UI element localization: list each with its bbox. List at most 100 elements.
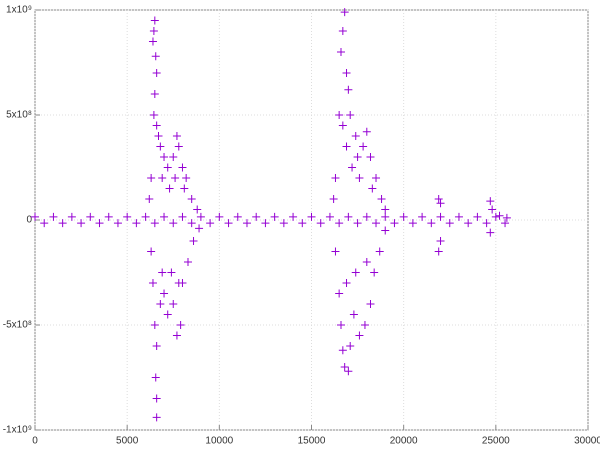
point [169, 219, 178, 228]
point [158, 268, 167, 277]
point [160, 289, 169, 298]
y-tick-label: 5x10⁸ [6, 110, 32, 121]
point [501, 219, 510, 228]
point [151, 373, 160, 382]
point [375, 247, 384, 256]
point [189, 237, 198, 245]
point [193, 205, 202, 214]
point [58, 219, 67, 228]
point [335, 289, 344, 298]
point [495, 211, 504, 220]
point [147, 247, 156, 256]
point [156, 142, 165, 151]
point [370, 268, 379, 277]
y-tick-label: 0 [26, 215, 32, 226]
point [335, 219, 344, 228]
point [486, 228, 495, 237]
point [436, 237, 445, 245]
point [329, 195, 338, 203]
point [187, 219, 196, 228]
point [289, 212, 298, 221]
point [147, 174, 156, 182]
point [307, 212, 316, 221]
point [178, 163, 187, 172]
point [342, 279, 351, 287]
x-tick-label: 15000 [298, 436, 326, 447]
point [377, 195, 386, 203]
point [473, 212, 482, 221]
point [196, 212, 205, 221]
point [338, 346, 347, 355]
point [180, 184, 189, 193]
point [336, 321, 345, 329]
point [182, 174, 191, 182]
x-tick-label: 30000 [574, 436, 600, 447]
point [160, 212, 169, 221]
point [351, 132, 360, 140]
point [195, 224, 204, 233]
point [349, 310, 358, 319]
point [172, 331, 181, 340]
point [178, 212, 187, 221]
point [486, 197, 495, 206]
point [174, 142, 183, 151]
point [381, 205, 390, 214]
point [351, 268, 360, 277]
point [464, 219, 473, 228]
point [348, 163, 357, 172]
point [172, 132, 181, 140]
point [233, 212, 242, 221]
point [151, 52, 160, 61]
x-tick-label: 5000 [116, 436, 139, 447]
point [77, 219, 86, 228]
point [150, 321, 159, 329]
point [154, 132, 163, 140]
point [399, 212, 408, 221]
point [316, 219, 325, 228]
x-tick-label: 0 [32, 436, 38, 447]
point [206, 219, 215, 228]
point [49, 212, 58, 221]
point [344, 212, 353, 221]
point [346, 342, 355, 350]
point [160, 153, 169, 161]
point [436, 212, 445, 221]
point [152, 413, 161, 422]
point [163, 310, 172, 319]
point [362, 212, 371, 221]
point [148, 37, 157, 46]
point [482, 219, 491, 228]
point [215, 212, 224, 221]
point [152, 69, 161, 77]
point [163, 163, 172, 172]
point [491, 212, 500, 221]
point [359, 142, 368, 151]
point [40, 219, 49, 228]
point [445, 219, 454, 228]
point [298, 219, 307, 228]
point [148, 279, 157, 287]
point [152, 342, 161, 350]
point [346, 111, 355, 119]
point [353, 219, 362, 228]
point [353, 153, 362, 161]
y-tick-label: -1x10⁹ [3, 425, 32, 436]
point [362, 258, 371, 266]
point [150, 90, 159, 98]
point [156, 300, 165, 308]
point [167, 268, 176, 277]
point [270, 212, 279, 221]
point [381, 226, 390, 235]
y-tick-label: 1x10⁹ [6, 5, 32, 16]
point [325, 212, 334, 221]
point [502, 213, 511, 222]
point [132, 219, 141, 228]
point [338, 121, 347, 130]
point [123, 212, 132, 221]
point [340, 8, 349, 17]
point [104, 212, 113, 221]
point [31, 212, 39, 221]
point [390, 219, 399, 228]
x-tick-label: 20000 [390, 436, 418, 447]
point [368, 184, 377, 193]
